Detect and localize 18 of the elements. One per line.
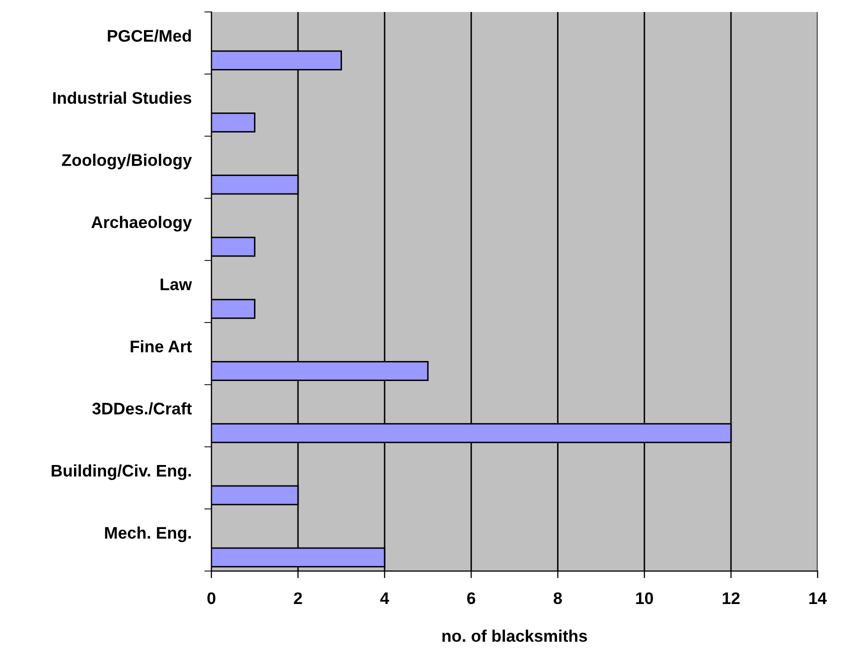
y-tick-label: PGCE/Med bbox=[108, 30, 191, 42]
x-tick-label: 2 bbox=[294, 592, 302, 604]
x-tick-label: 8 bbox=[554, 592, 562, 604]
y-tick-label: Industrial Studies bbox=[53, 92, 192, 104]
y-tick-label: Zoology/Biology bbox=[62, 154, 192, 170]
y-tick-label: Law bbox=[160, 278, 192, 290]
y-tick-label: Building/Civ. Eng. bbox=[52, 464, 191, 480]
y-tick-label: 3DDes./Craft bbox=[92, 402, 192, 415]
y-tick-label: Archaeology bbox=[91, 216, 192, 232]
x-axis-title: no. of blacksmiths bbox=[442, 630, 587, 642]
y-tick-label: Mech. Eng. bbox=[105, 526, 191, 542]
x-tick-label: 10 bbox=[636, 592, 653, 604]
x-tick-label: 12 bbox=[722, 592, 740, 604]
x-tick-label: 14 bbox=[809, 592, 827, 604]
x-tick-label: 4 bbox=[380, 592, 390, 604]
x-tick-label: 6 bbox=[467, 592, 476, 604]
y-tick-label: Fine Art bbox=[130, 340, 192, 352]
x-tick-label: 0 bbox=[207, 592, 216, 604]
